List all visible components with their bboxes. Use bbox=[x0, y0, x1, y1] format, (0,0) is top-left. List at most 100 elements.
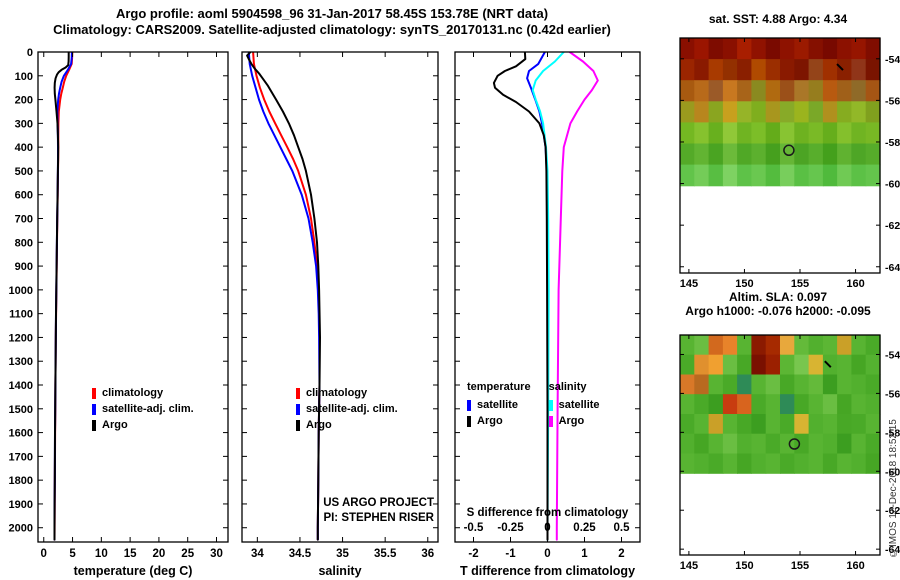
tick-or-axis-label: 35.5 bbox=[374, 548, 397, 560]
tick-or-axis-label: 1500 bbox=[9, 404, 33, 416]
tick-or-axis-label: -64 bbox=[885, 544, 900, 556]
tick-or-axis-label: 0 bbox=[27, 47, 33, 59]
tick-or-axis-label: 1600 bbox=[9, 428, 33, 440]
tick-or-axis-label: 0.5 bbox=[614, 522, 631, 534]
legend-item-argo: Argo bbox=[92, 417, 194, 433]
tick-or-axis-label: temperature (deg C) bbox=[74, 564, 193, 578]
tick-or-axis-label: 5 bbox=[69, 548, 76, 560]
tick-or-axis-label: 1100 bbox=[9, 309, 33, 321]
legend-item-t-argo: Argo bbox=[467, 413, 531, 429]
tick-or-axis-label: 1 bbox=[581, 548, 588, 560]
tick-or-axis-label: 1200 bbox=[9, 332, 33, 344]
difference-panel-legend: temperature satellite Argo salinity sate… bbox=[467, 381, 618, 429]
tick-or-axis-label: -2 bbox=[468, 548, 478, 560]
sst-map-title: sat. SST: 4.88 Argo: 4.34 bbox=[708, 12, 848, 26]
legend-item-satellite-adj-clim: satellite-adj. clim. bbox=[92, 401, 194, 417]
tick-or-axis-label: 30 bbox=[210, 548, 223, 560]
tick-or-axis-label: 1800 bbox=[9, 475, 33, 487]
legend-item-t-satellite: satellite bbox=[467, 397, 531, 413]
tick-or-axis-label: 150 bbox=[735, 560, 753, 572]
salinity-legend-column: salinity satellite Argo bbox=[548, 381, 600, 429]
tick-or-axis-label: -56 bbox=[885, 388, 900, 400]
tick-or-axis-label: 15 bbox=[124, 548, 137, 560]
argo-color-mark bbox=[296, 419, 300, 431]
legend-item-argo: Argo bbox=[296, 417, 398, 433]
tick-or-axis-label: 160 bbox=[846, 560, 864, 572]
tick-or-axis-label: -54 bbox=[885, 349, 900, 361]
tick-or-axis-label: salinity bbox=[318, 564, 361, 578]
tick-or-axis-label: 300 bbox=[15, 118, 33, 130]
legend-item-satellite-adj-clim: satellite-adj. clim. bbox=[296, 401, 398, 417]
tick-or-axis-label: 155 bbox=[791, 560, 809, 572]
sal-line-climatology bbox=[252, 52, 321, 541]
sla-map-title-line1: Altim. SLA: 0.097 bbox=[728, 290, 828, 304]
tick-or-axis-label: S difference from climatology bbox=[467, 507, 629, 519]
s-satellite-legend-label: satellite bbox=[558, 399, 600, 411]
s-argo-color-mark bbox=[548, 415, 553, 427]
tick-or-axis-label: -0.25 bbox=[497, 522, 524, 534]
sst-island-mark bbox=[836, 63, 844, 71]
tdiff-line-salinity-satellite bbox=[531, 52, 565, 541]
temperature-legend-column: temperature satellite Argo bbox=[467, 381, 531, 429]
sla-argo-position-marker bbox=[788, 438, 801, 450]
temp-line-argo bbox=[53, 52, 70, 541]
tdiff-line-temperature-argo bbox=[492, 52, 549, 541]
climatology-color-mark bbox=[296, 387, 300, 399]
imos-credit: ©IMOS 12-Dec-2018 18:52:15 bbox=[888, 419, 899, 558]
s-satellite-color-mark bbox=[548, 399, 553, 411]
salinity-legend-header: salinity bbox=[548, 381, 587, 393]
tick-or-axis-label: 160 bbox=[846, 278, 864, 290]
tdiff-profile-panel: -2 -1 0 1 2 T difference from climatology S di… bbox=[454, 51, 641, 578]
tick-or-axis-label: US ARGO PROJECT bbox=[323, 497, 434, 509]
sal-profile-panel: 34 34.5 35 35.5 36 salinity US ARGO PROJECT PI:… bbox=[241, 51, 439, 578]
sla-map-panel: 145 150 155 160 -54 -56 -58 -60 -62 -64 bbox=[679, 334, 900, 572]
sla-island-mark bbox=[824, 360, 832, 368]
tick-or-axis-label: -58 bbox=[885, 137, 900, 149]
legend-item-s-satellite: satellite bbox=[548, 397, 600, 413]
tick-or-axis-label: -58 bbox=[885, 427, 900, 439]
t-satellite-legend-label: satellite bbox=[477, 399, 518, 411]
tick-or-axis-label: 36 bbox=[421, 548, 434, 560]
satellite-adj-clim-color-mark bbox=[296, 403, 300, 415]
t-argo-color-mark bbox=[467, 415, 471, 427]
t-satellite-color-mark bbox=[467, 399, 471, 411]
argo-legend-label: Argo bbox=[102, 419, 128, 431]
legend-item-climatology: climatology bbox=[92, 385, 194, 401]
tick-or-axis-label: 10 bbox=[95, 548, 108, 560]
tick-or-axis-label: 2000 bbox=[9, 523, 33, 535]
satellite-adj-clim-legend-label: satellite-adj. clim. bbox=[102, 403, 194, 415]
tick-or-axis-label: 700 bbox=[15, 214, 33, 226]
tick-or-axis-label: -62 bbox=[885, 505, 900, 517]
tick-or-axis-label: 100 bbox=[15, 71, 33, 83]
tdiff-line-salinity-argo bbox=[555, 52, 599, 541]
tick-or-axis-label: 900 bbox=[15, 261, 33, 273]
tick-or-axis-label: 500 bbox=[15, 166, 33, 178]
figure-title-line1: Argo profile: aoml 5904598_96 31-Jan-201… bbox=[115, 6, 549, 21]
tick-or-axis-label: 1900 bbox=[9, 499, 33, 511]
tick-or-axis-label: -1 bbox=[505, 548, 516, 560]
tick-or-axis-label: -56 bbox=[885, 95, 900, 107]
tick-or-axis-label: 34 bbox=[251, 548, 264, 560]
tick-or-axis-label: 0 bbox=[544, 522, 550, 534]
temp-profile-panel: 0 5 10 15 20 25 300100200300400500600700800900… bbox=[9, 47, 229, 578]
sal-line-argo bbox=[246, 52, 321, 541]
tick-or-axis-label: 25 bbox=[181, 548, 194, 560]
climatology-legend-label: climatology bbox=[306, 387, 368, 399]
legend-item-s-argo: Argo bbox=[548, 413, 600, 429]
tick-or-axis-label: 1300 bbox=[9, 356, 33, 368]
climatology-legend-label: climatology bbox=[102, 387, 164, 399]
tick-or-axis-label: 34.5 bbox=[289, 548, 312, 560]
s-argo-legend-label: Argo bbox=[558, 415, 585, 427]
tick-or-axis-label: 800 bbox=[15, 237, 33, 249]
tick-or-axis-label: 1700 bbox=[9, 451, 33, 463]
sla-map-title-line2: Argo h1000: -0.076 h2000: -0.095 bbox=[685, 304, 871, 318]
tick-or-axis-label: 400 bbox=[15, 142, 33, 154]
tick-or-axis-label: -60 bbox=[885, 179, 900, 191]
temp-axes-box bbox=[37, 51, 229, 543]
sst-axes-box bbox=[679, 37, 881, 274]
tick-or-axis-label: 20 bbox=[153, 548, 166, 560]
tick-or-axis-label: 2 bbox=[618, 548, 624, 560]
t-argo-legend-label: Argo bbox=[477, 415, 503, 427]
tick-or-axis-label: 145 bbox=[680, 278, 698, 290]
